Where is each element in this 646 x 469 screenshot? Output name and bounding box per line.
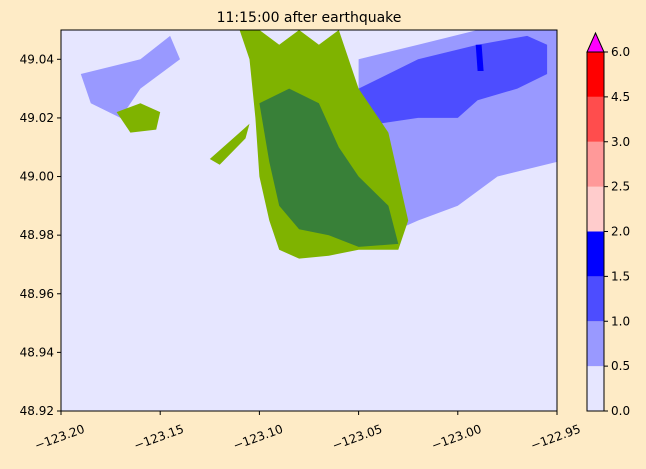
northwest-water-region	[80, 35, 180, 118]
y-tick-label: 48.98	[20, 228, 54, 242]
x-tick-label: −122.95	[529, 422, 583, 453]
x-tick-label: −123.20	[33, 422, 87, 453]
y-tick-label: 49.00	[20, 170, 54, 184]
colorbar-segment	[587, 276, 604, 322]
colorbar-tick-label: 3.0	[611, 135, 630, 149]
peninsula-upland-region	[259, 88, 399, 247]
plot-frame	[60, 29, 558, 412]
colorbar-segment	[587, 321, 604, 367]
y-tick-label: 48.92	[20, 404, 54, 418]
chart-title: 11:15:00 after earthquake	[217, 10, 402, 26]
x-tick-label: −123.15	[132, 422, 186, 453]
y-tick-label: 49.04	[20, 52, 54, 66]
colorbar-tick-label: 1.5	[611, 269, 630, 283]
colorbar-tick-label: 4.5	[611, 90, 630, 104]
colorbar-tick-label: 6.0	[611, 45, 630, 59]
colorbar-segment	[587, 186, 604, 232]
colorbar: 0.0 0.5 1.0 1.5 2.0 2.5 3.0 4.5 6.0	[586, 31, 630, 418]
colorbar-segment	[587, 52, 604, 97]
x-axis: −123.20 −123.15 −123.10 −123.05 −123.00 −122.…	[33, 411, 583, 453]
colorbar-tick-label: 0.5	[611, 359, 630, 373]
colorbar-segment	[587, 141, 604, 187]
northwest-island-region	[116, 103, 161, 133]
y-axis: 48.92 48.94 48.96 48.98 49.00 49.02 49.04	[20, 52, 61, 418]
colorbar-segment	[587, 96, 604, 142]
channel-peak-region	[475, 44, 484, 71]
colorbar-segment	[587, 231, 604, 277]
plot-area	[60, 29, 558, 412]
x-tick-label: −123.10	[231, 422, 285, 453]
colorbar-extend-arrow	[586, 31, 605, 53]
colorbar-tick-label: 0.0	[611, 404, 630, 418]
colorbar-segment	[587, 366, 604, 411]
x-tick-label: −123.05	[330, 422, 384, 453]
x-tick-label: −123.00	[430, 422, 484, 453]
colorbar-tick-label: 2.0	[611, 225, 630, 239]
spit-region	[209, 123, 250, 165]
y-tick-label: 49.02	[20, 111, 54, 125]
colorbar-tick-label: 2.5	[611, 180, 630, 194]
colorbar-tick-label: 1.0	[611, 314, 630, 328]
y-tick-label: 48.96	[20, 287, 54, 301]
y-tick-label: 48.94	[20, 345, 54, 359]
bay-water-high-region	[358, 35, 548, 124]
